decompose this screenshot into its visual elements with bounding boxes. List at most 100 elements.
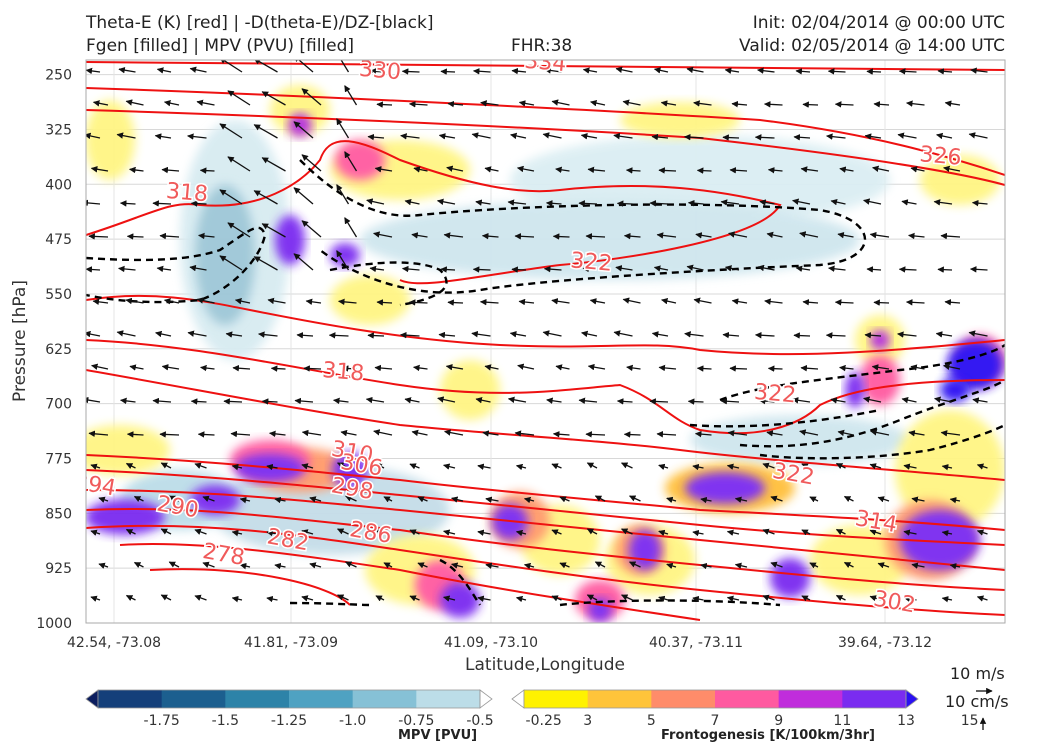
wind-vector: [477, 595, 491, 602]
wind-vector: [411, 232, 428, 239]
wind-vector: [119, 200, 136, 207]
x-tick-label: 39.64, -73.12: [838, 635, 932, 651]
wind-vector: [621, 462, 633, 469]
wind-vector: [863, 396, 882, 403]
wind-vector: [231, 463, 243, 471]
wind-vector: [125, 462, 136, 470]
wind-vector: [905, 299, 925, 306]
wind-vector: [484, 166, 499, 173]
wind-vector: [231, 595, 243, 603]
wind-vector: [375, 595, 385, 602]
wind-vector: [438, 133, 456, 140]
fgen-colorbar-title: Frontogenesis [K/100km/3hr]: [661, 728, 875, 743]
vector-key-horizontal-label: 10 m/s: [950, 664, 1005, 683]
colorbar-tick-label: 5: [647, 713, 656, 729]
wind-vector: [261, 91, 286, 106]
wind-vector: [734, 496, 748, 503]
wind-vector: [472, 68, 491, 75]
wind-vector: [309, 496, 322, 503]
theta-e-contour: [86, 489, 1005, 571]
wind-vector: [125, 528, 136, 536]
wind-vector: [485, 496, 499, 503]
y-tick-label: 325: [45, 122, 72, 138]
wind-vector: [908, 232, 925, 240]
wind-vector: [408, 299, 428, 306]
wind-vector: [189, 66, 207, 73]
wind-vector: [940, 430, 961, 437]
wind-vector: [695, 232, 712, 239]
wind-vector: [438, 331, 456, 339]
wind-vector: [800, 364, 819, 372]
wind-vector: [651, 331, 669, 338]
wind-vector: [444, 429, 464, 436]
wind-vector: [337, 528, 349, 535]
theta-e-contour: [86, 454, 1005, 531]
wind-vector: [219, 123, 243, 139]
colorbar-segment: [352, 690, 417, 708]
wind-vector: [656, 232, 677, 239]
wind-vector: [190, 200, 207, 207]
wind-vector: [374, 166, 393, 173]
wind-vector: [270, 365, 286, 372]
colorbar-segment: [651, 690, 716, 708]
wind-vector: [451, 496, 464, 503]
wind-vector: [759, 199, 775, 206]
wind-vector: [826, 133, 846, 140]
wind-vector: [336, 184, 350, 205]
wind-vector: [666, 496, 677, 504]
wind-vector: [225, 331, 243, 338]
wind-vector: [693, 100, 712, 107]
wind-vector: [86, 266, 101, 273]
wind-vector: [802, 299, 819, 306]
wind-vector: [799, 231, 819, 238]
wind-vector: [934, 396, 953, 403]
y-tick-label: 400: [45, 177, 72, 193]
wind-vector: [944, 100, 961, 107]
wind-vector: [336, 250, 350, 271]
wind-vector: [383, 496, 393, 503]
wind-vector: [793, 134, 811, 141]
wind-vector: [436, 198, 456, 205]
wind-vector: [692, 595, 704, 603]
wind-vector: [511, 266, 527, 273]
wind-vector: [227, 90, 251, 106]
colorbar-segment: [416, 690, 481, 708]
wind-vector: [92, 100, 109, 107]
wind-vector: [903, 463, 917, 470]
field-blob: [195, 185, 255, 325]
wind-vector: [969, 266, 988, 273]
field-blob: [770, 558, 810, 598]
theta-e-contour-label: 322: [753, 380, 797, 409]
wind-vector: [616, 200, 633, 207]
wind-vector: [375, 463, 385, 470]
wind-vector: [152, 200, 172, 207]
wind-vector: [90, 529, 101, 536]
wind-vector: [294, 397, 314, 405]
wind-vector: [911, 562, 925, 569]
wind-vector: [120, 397, 136, 405]
wind-vector: [763, 101, 783, 108]
wind-vector: [479, 298, 499, 306]
wind-vector: [724, 265, 740, 272]
wind-vector: [722, 331, 740, 339]
wind-vector: [344, 151, 358, 172]
wind-vector: [475, 397, 491, 404]
wind-vector: [726, 463, 740, 470]
wind-vector: [971, 199, 988, 207]
wind-vector: [86, 396, 101, 404]
wind-vector: [411, 429, 428, 437]
wind-vector: [194, 528, 207, 535]
wind-vector: [161, 166, 180, 174]
wind-vector: [970, 67, 988, 74]
fgen-colorbar: 3 5 7 9 11 13 15: [511, 689, 979, 729]
wind-vector: [239, 496, 251, 504]
wind-vector: [152, 397, 172, 405]
wind-vector: [227, 222, 251, 238]
wind-vector: [615, 66, 633, 73]
wind-vector: [86, 67, 101, 75]
wind-vector: [477, 463, 491, 470]
wind-vector: [417, 562, 428, 569]
wind-vector: [90, 463, 101, 470]
wind-vector: [133, 495, 144, 503]
wind-vector: [770, 561, 783, 568]
